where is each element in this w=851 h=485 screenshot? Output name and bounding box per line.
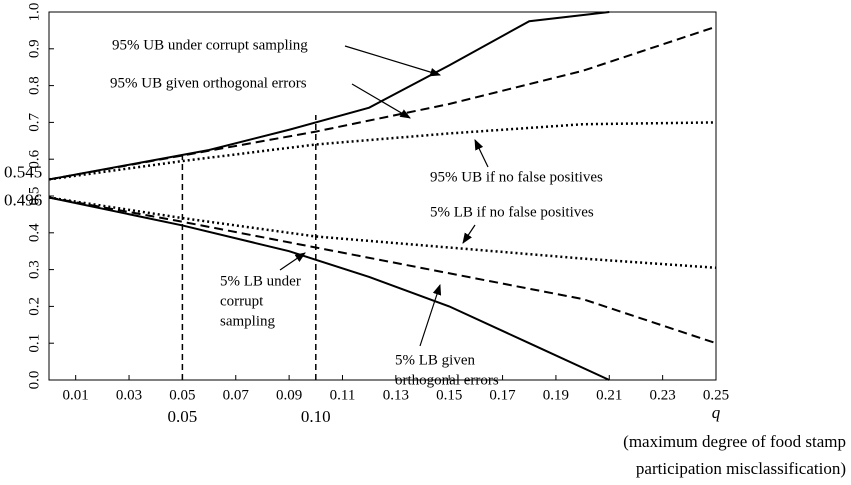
x-tick-label: 0.15 <box>436 387 462 403</box>
x-tick-label: 0.09 <box>276 387 302 403</box>
y-tick-label: 0.5 <box>26 187 42 206</box>
line-series <box>48 121 717 181</box>
annotation-arrow <box>419 283 442 347</box>
line-series <box>48 11 610 181</box>
x-tick-label: 0.23 <box>650 387 676 403</box>
line-series <box>48 196 717 345</box>
y-mark-label: 0.545 <box>4 162 42 181</box>
y-tick-label: 0.8 <box>26 76 42 95</box>
line-series <box>48 25 717 181</box>
series-label: orthogonal errors <box>395 372 499 388</box>
reference-label: 0.05 <box>168 407 198 426</box>
y-tick-label: 0.9 <box>26 39 42 58</box>
x-tick-label: 0.11 <box>330 387 356 403</box>
series-label: sampling <box>220 313 275 329</box>
annotation-arrow <box>462 224 476 244</box>
plot-frame <box>48 11 717 381</box>
y-tick-label: 0.4 <box>26 223 42 242</box>
y-mark-label: 0.496 <box>4 190 42 209</box>
x-tick-label: 0.01 <box>63 387 89 403</box>
y-tick-label: 1.0 <box>26 3 42 22</box>
x-axis-symbol: q <box>712 403 721 422</box>
series-label: 5% LB if no false positives <box>430 204 594 220</box>
annotation-arrow <box>344 45 442 77</box>
series-label: 5% LB given <box>395 352 475 368</box>
x-tick-label: 0.19 <box>543 387 569 403</box>
line-series <box>48 196 610 381</box>
annotation-arrow <box>279 252 306 271</box>
line-series <box>48 196 717 270</box>
y-tick-label: 0.7 <box>26 113 42 132</box>
y-tick-label: 0.3 <box>26 260 42 279</box>
x-tick-label: 0.21 <box>596 387 622 403</box>
y-tick-label: 0.0 <box>26 371 42 390</box>
annotation-arrow <box>351 83 411 119</box>
x-tick-label: 0.03 <box>116 387 142 403</box>
series-label: 5% LB under <box>220 273 301 289</box>
x-tick-label: 0.17 <box>489 387 516 403</box>
x-tick-label: 0.13 <box>383 387 409 403</box>
reference-label: 0.10 <box>301 407 331 426</box>
y-tick-label: 0.6 <box>26 149 42 168</box>
x-axis-label: (maximum degree of food stamp <box>623 432 846 451</box>
annotation-arrow <box>474 139 489 168</box>
series-label: 95% UB given orthogonal errors <box>110 75 307 91</box>
y-tick-label: 0.2 <box>26 297 42 316</box>
series-label: 95% UB if no false positives <box>430 169 603 185</box>
x-tick-label: 0.07 <box>223 387 250 403</box>
x-tick-label: 0.05 <box>169 387 195 403</box>
x-axis-label: participation misclassification) <box>636 459 846 478</box>
series-label: corrupt <box>220 293 264 309</box>
x-tick-label: 0.25 <box>703 387 729 403</box>
series-label: 95% UB under corrupt sampling <box>112 37 308 53</box>
y-tick-label: 0.1 <box>26 334 42 353</box>
